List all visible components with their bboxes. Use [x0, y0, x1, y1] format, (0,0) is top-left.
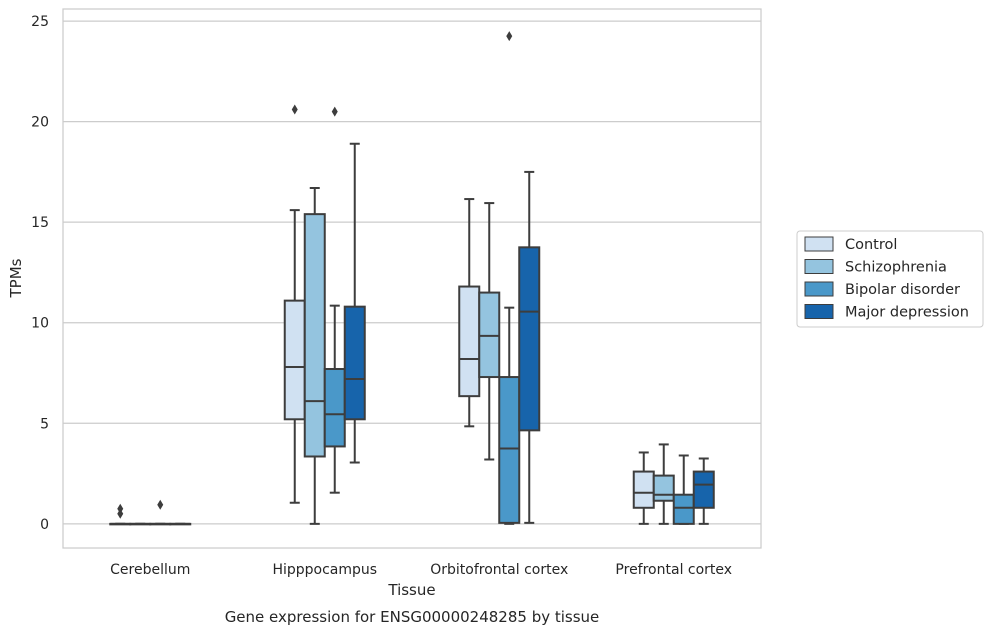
outlier-point — [331, 106, 338, 117]
box-control — [458, 198, 481, 428]
box-bipolar-disorder — [323, 106, 346, 494]
box-major-depression — [518, 170, 541, 524]
x-tick-label: Prefrontal cortex — [615, 562, 732, 578]
chart-caption: Gene expression for ENSG00000248285 by t… — [225, 608, 600, 626]
box-major-depression — [692, 457, 715, 525]
legend-frame — [796, 230, 984, 328]
box-schizophrenia — [652, 443, 675, 525]
legend-label: Bipolar disorder — [845, 282, 960, 298]
box — [303, 213, 326, 458]
legend-swatch — [804, 236, 834, 252]
box-bipolar-disorder — [149, 499, 172, 526]
box — [283, 299, 306, 421]
box-bipolar-disorder — [498, 31, 521, 525]
x-tick-label: Hipppocampus — [272, 562, 377, 578]
y-tick-label: 25 — [31, 14, 49, 30]
box — [323, 368, 346, 448]
y-tick-label: 15 — [31, 215, 49, 231]
box — [518, 246, 541, 432]
legend-swatch — [804, 304, 834, 319]
outlier-point — [157, 499, 164, 510]
box — [498, 376, 521, 524]
box-major-depression — [343, 142, 366, 464]
x-tick-label: Orbitofrontal cortex — [430, 562, 568, 578]
box — [343, 305, 366, 421]
y-tick-label: 0 — [40, 517, 49, 533]
legend-label: Control — [845, 237, 897, 253]
outlier-point — [291, 104, 298, 115]
box-schizophrenia — [478, 202, 501, 461]
legend-label: Major depression — [845, 305, 969, 321]
legend-swatch — [804, 259, 834, 274]
y-axis-ticks: 0 5 10 15 20 25 — [31, 14, 49, 533]
box — [672, 493, 695, 525]
x-tick-label: Cerebellum — [110, 562, 190, 578]
box-major-depression — [169, 522, 192, 526]
y-tick-label: 5 — [40, 416, 49, 432]
box — [632, 470, 655, 509]
box-control — [632, 451, 655, 525]
x-axis-label: Tissue — [387, 581, 435, 599]
box-bipolar-disorder — [672, 454, 695, 525]
legend: Control Schizophrenia Bipolar disorder Majo… — [796, 230, 984, 328]
y-tick-label: 10 — [31, 316, 49, 332]
legend-label: Schizophrenia — [845, 260, 947, 276]
outlier-point — [117, 508, 124, 519]
outlier-point — [117, 503, 124, 514]
y-tick-label: 20 — [31, 115, 49, 131]
x-axis-ticks: Cerebellum Hipppocampus Orbitofrontal cort… — [110, 562, 732, 578]
box-plot-boxes — [109, 31, 715, 526]
box-schizophrenia — [303, 186, 326, 525]
box — [478, 291, 501, 379]
gridlines — [63, 20, 761, 525]
plot-area-frame — [62, 8, 762, 549]
box-control — [283, 104, 306, 504]
outlier-point — [506, 31, 513, 42]
box-schizophrenia — [129, 522, 152, 526]
y-axis-label: TPMs — [7, 258, 25, 298]
box — [458, 285, 481, 398]
box — [692, 470, 715, 509]
legend-swatch — [804, 281, 834, 297]
box-control — [109, 503, 132, 526]
box — [652, 474, 675, 502]
